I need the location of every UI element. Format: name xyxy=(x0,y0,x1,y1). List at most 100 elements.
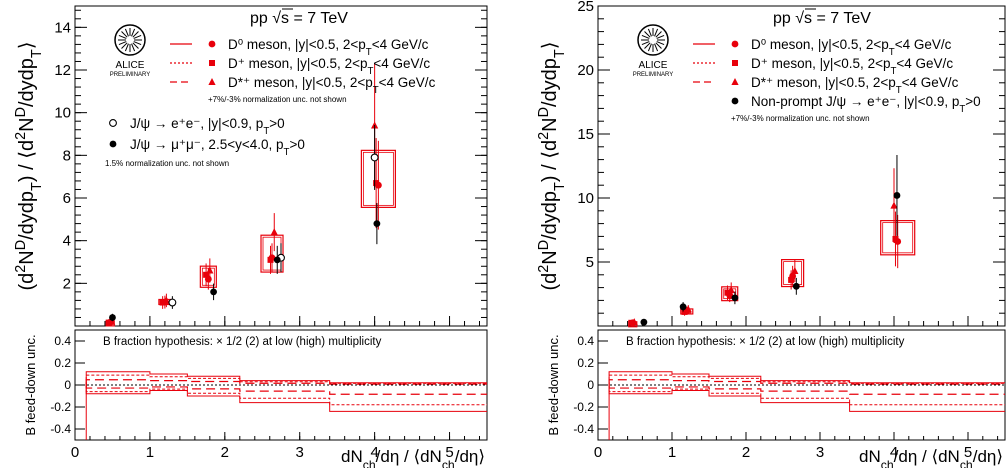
panel-left-fd-upper-inner xyxy=(85,374,487,385)
panel-left-logo-spoke xyxy=(132,31,139,38)
panel-left-point xyxy=(210,288,217,296)
panel-right-logo-spoke xyxy=(655,42,662,49)
panel-right-ytick-label: 25 xyxy=(577,0,594,15)
panel-left-jpsi-note: 1.5% normalization unc. not shown xyxy=(105,159,229,168)
panel-right-logo-subtext: PRELIMINARY xyxy=(633,72,674,78)
panel-right-legend-label: D*⁺ meson, |y|<0.5, 2<pT<4 GeV/c xyxy=(751,75,959,96)
panel-left-point xyxy=(373,220,381,228)
panel-right-xtick-label: 3 xyxy=(816,444,824,461)
panel-left-jpsi-legend-marker xyxy=(109,140,117,148)
panel-left-bottom-ylabel: B feed-down unc. xyxy=(23,334,38,435)
panel-right-legend-marker xyxy=(731,40,739,48)
panel-right-logo-spoke xyxy=(641,34,650,39)
panel-left-fd-lower xyxy=(85,385,487,412)
panel-left-logo-spoke xyxy=(124,28,129,37)
panel-right-bottom-ytick-label: 0.4 xyxy=(577,334,594,348)
panel-left-xtick-label: 1 xyxy=(146,444,154,461)
panel-right-point xyxy=(731,294,739,302)
panel-right-point xyxy=(792,282,800,290)
panel-left-jpsi-legend-label: J/ψ → e⁺e⁻, |y|<0.9, pT>0 xyxy=(130,116,285,137)
panel-left-point xyxy=(105,319,112,326)
panel-right-ylabel: (d2ND/dydpT) / ⟨d2ND/dydpT⟩ xyxy=(536,41,568,290)
panel-left-logo-spoke xyxy=(131,43,136,52)
panel-left-ytick-label: 8 xyxy=(63,147,71,164)
panel-left-title: pp √s = 7 TeV xyxy=(250,10,348,27)
panel-left-legend-label: D⁺ meson, |y|<0.5, 2<pT<4 GeV/c xyxy=(228,56,430,77)
panel-right-logo-spoke xyxy=(647,28,652,37)
panel-right-point xyxy=(640,318,648,326)
panel-right-xtick-label: 4 xyxy=(890,444,898,461)
panel-right-bottom-ytick-label: -0.4 xyxy=(573,422,594,436)
panel-left-xtick-label: 2 xyxy=(221,444,229,461)
panel-left-point xyxy=(373,180,380,187)
panel-right-logo-spoke xyxy=(655,31,662,38)
panel-left-ylabel: (d2ND/dydpT) / ⟨d2ND/dydpT⟩ xyxy=(13,41,45,290)
panel-left-logo-spoke xyxy=(118,34,127,39)
panel-left-legend-marker xyxy=(208,78,216,85)
panel-left-jpsi-legend-marker xyxy=(109,119,117,127)
panel-left-point xyxy=(109,314,116,321)
panel-left-point xyxy=(371,121,379,129)
panel-left-logo-spoke xyxy=(121,42,128,49)
panel-left-bottom-ytick-label: -0.2 xyxy=(50,400,71,414)
panel-right-title: pp √s = 7 TeV xyxy=(773,10,871,27)
panel-right-fd-upper-inner xyxy=(608,374,1005,385)
panel-right-legend-note: +7%/-3% normalization unc. not shown xyxy=(731,114,870,123)
panel-right-bottom-ytick-label: -0.2 xyxy=(573,400,594,414)
panel-left-fd-mid-low xyxy=(85,385,487,395)
panel-right-logo-spoke xyxy=(644,31,651,38)
panel-right-point xyxy=(679,303,687,311)
panel-left-logo-spoke xyxy=(124,43,129,52)
panel-left-point xyxy=(370,153,379,162)
panel-right-ytick-label: 15 xyxy=(577,126,594,143)
panel-left-logo-spoke xyxy=(133,41,142,46)
panel-left-point xyxy=(159,299,166,306)
panel-right-point xyxy=(630,318,638,326)
panel-right-logo-spoke xyxy=(656,34,665,39)
panel-left-xtick-label: 0 xyxy=(71,444,79,461)
panel-left-xtick-label: 5 xyxy=(445,444,453,461)
panel-right-fd-lower-inner xyxy=(608,385,1005,406)
panel-right-xtick-label: 2 xyxy=(742,444,750,461)
panel-left-legend-note: +7%/-3% normalization unc. not shown xyxy=(208,95,347,104)
panel-right-ytick-label: 5 xyxy=(586,254,594,271)
panel-right-point xyxy=(628,319,635,326)
panel-right-point xyxy=(791,266,799,274)
panel-right-ytick-label: 10 xyxy=(577,190,594,207)
panel-left-bottom-ytick-label: 0.4 xyxy=(54,334,71,348)
panel-right-bottom-ylabel: B feed-down unc. xyxy=(546,334,561,435)
panel-right-logo-text: ALICE xyxy=(639,60,668,71)
panel-right-legend-label: D⁺ meson, |y|<0.5, 2<pT<4 GeV/c xyxy=(751,56,953,77)
panel-left-logo-spoke xyxy=(118,41,127,46)
panel-right-legend-marker xyxy=(731,78,739,85)
panel-right-ytick-label: 20 xyxy=(577,62,594,79)
panel-right-xtick-label: 5 xyxy=(964,444,972,461)
panel-left-point xyxy=(270,228,278,236)
panel-right-logo-spoke xyxy=(647,43,652,52)
panel-left-point xyxy=(162,296,170,304)
panel-left-logo-subtext: PRELIMINARY xyxy=(110,72,151,78)
panel-right-point xyxy=(892,235,899,242)
panel-right-xtick-label: 0 xyxy=(594,444,602,461)
panel-left-ytick-label: 12 xyxy=(54,62,71,79)
panel-left-ytick-label: 6 xyxy=(63,190,71,207)
panel-left-xlabel: dNch/dη / ⟨dNch/dη⟩ xyxy=(341,447,485,468)
panel-right-logo-spoke xyxy=(654,43,659,52)
panel-left-point xyxy=(267,256,274,263)
panel-right-fd-mid-low xyxy=(608,385,1005,395)
panel-left-bottom-ytick-label: -0.4 xyxy=(50,422,71,436)
panel-left-xtick-label: 3 xyxy=(296,444,304,461)
panel-right-bottom-caption: B fraction hypothesis: × 1/2 (2) at low … xyxy=(626,336,905,348)
panel-right-legend-marker xyxy=(732,60,738,66)
panel-right-bottom-ytick-label: 0.2 xyxy=(577,356,594,370)
panel-left-point xyxy=(273,256,281,264)
panel-left-point xyxy=(168,298,177,307)
panel-left-logo-spoke xyxy=(131,28,136,37)
panel-left-ytick-label: 4 xyxy=(63,233,71,250)
panel-right-fd-upper xyxy=(608,371,1005,385)
panel-left-logo-spoke xyxy=(133,34,142,39)
panel-left-point xyxy=(206,266,214,274)
panel-right-top-frame xyxy=(597,5,1006,327)
